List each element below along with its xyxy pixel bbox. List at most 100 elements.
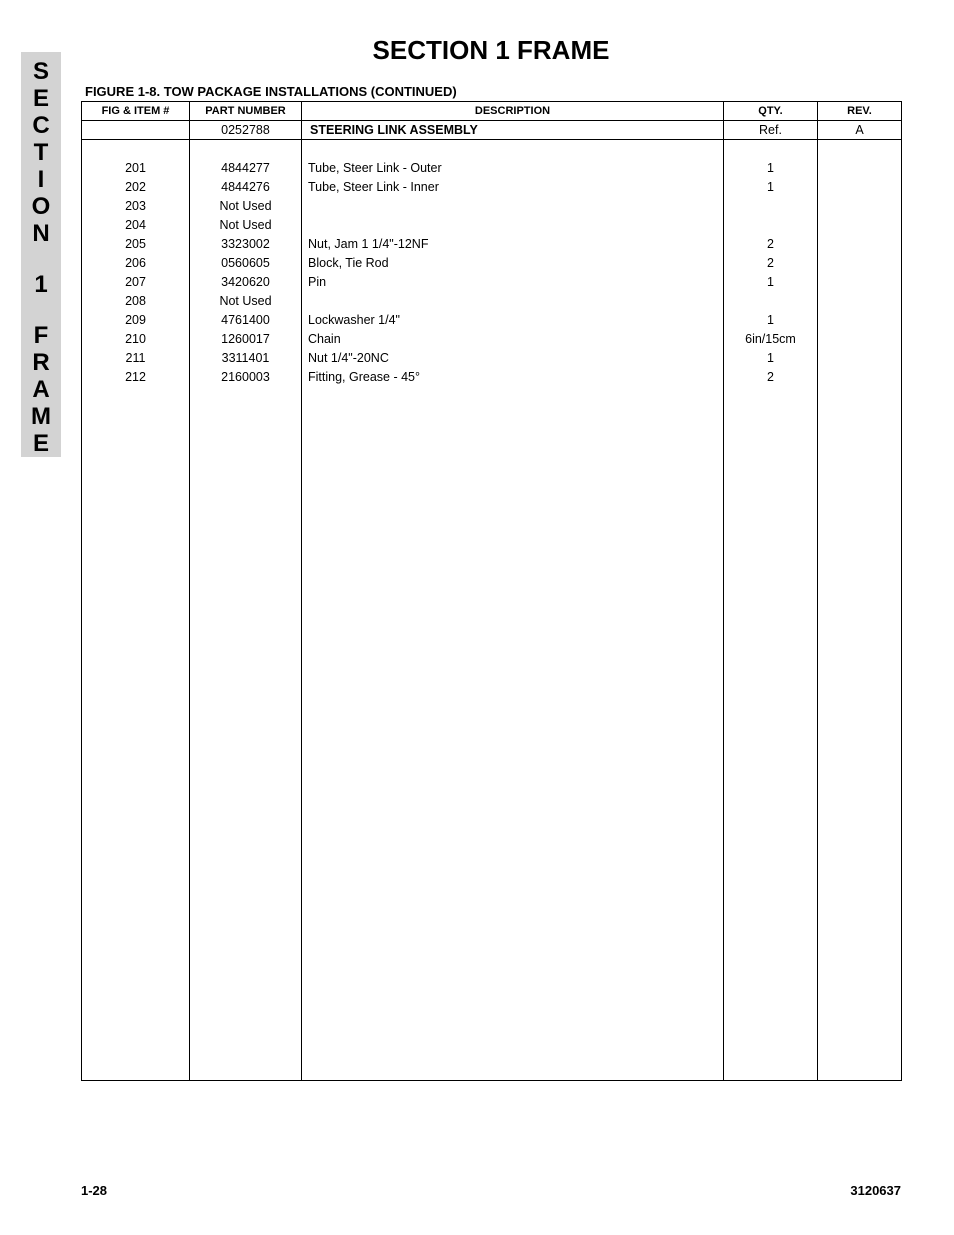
col-header-part: PART NUMBER bbox=[190, 102, 302, 121]
col-header-fig: FIG & ITEM # bbox=[82, 102, 190, 121]
table-cell: 212 bbox=[82, 368, 190, 387]
table-cell bbox=[818, 330, 902, 349]
side-tab-letter: F bbox=[34, 322, 49, 349]
table-cell bbox=[818, 368, 902, 387]
table-cell: Ref. bbox=[724, 121, 818, 140]
table-cell bbox=[302, 216, 724, 235]
table-cell: 4844276 bbox=[190, 178, 302, 197]
table-row: 203Not Used bbox=[82, 197, 902, 216]
table-cell: 6in/15cm bbox=[724, 330, 818, 349]
table-cell: Chain bbox=[302, 330, 724, 349]
table-cell: 206 bbox=[82, 254, 190, 273]
table-cell bbox=[302, 140, 724, 159]
side-tab-letter: R bbox=[32, 349, 49, 376]
table-cell bbox=[82, 140, 190, 159]
table-cell: Not Used bbox=[190, 292, 302, 311]
table-cell: 1 bbox=[724, 159, 818, 178]
table-cell: 1 bbox=[724, 349, 818, 368]
side-tab-letter: 1 bbox=[34, 271, 47, 298]
side-tab-letter: E bbox=[33, 430, 49, 457]
table-cell bbox=[818, 159, 902, 178]
table-cell bbox=[818, 292, 902, 311]
table-cell: 207 bbox=[82, 273, 190, 292]
table-cell bbox=[818, 235, 902, 254]
table-cell: 1 bbox=[724, 178, 818, 197]
table-cell: Lockwasher 1/4" bbox=[302, 311, 724, 330]
table-cell: Fitting, Grease - 45° bbox=[302, 368, 724, 387]
table-cell: 2 bbox=[724, 235, 818, 254]
col-header-desc: DESCRIPTION bbox=[302, 102, 724, 121]
table-cell bbox=[82, 121, 190, 140]
table-row: 204Not Used bbox=[82, 216, 902, 235]
table-row: 2060560605Block, Tie Rod2 bbox=[82, 254, 902, 273]
table-cell: 3420620 bbox=[190, 273, 302, 292]
table-cell bbox=[82, 387, 190, 1081]
table-cell: Nut 1/4"-20NC bbox=[302, 349, 724, 368]
table-cell bbox=[724, 216, 818, 235]
document-number: 3120637 bbox=[850, 1183, 901, 1198]
table-cell: Tube, Steer Link - Inner bbox=[302, 178, 724, 197]
section-title: SECTION 1 FRAME bbox=[81, 35, 901, 66]
table-cell bbox=[302, 197, 724, 216]
table-cell bbox=[818, 178, 902, 197]
page-number: 1-28 bbox=[81, 1183, 107, 1198]
table-cell: 211 bbox=[82, 349, 190, 368]
table-cell: 4844277 bbox=[190, 159, 302, 178]
side-tab-letter: S bbox=[33, 58, 49, 85]
side-tab-letter: N bbox=[32, 220, 49, 247]
table-row: 2122160003Fitting, Grease - 45°2 bbox=[82, 368, 902, 387]
table-cell: 201 bbox=[82, 159, 190, 178]
table-cell bbox=[818, 311, 902, 330]
table-row: 2024844276Tube, Steer Link - Inner1 bbox=[82, 178, 902, 197]
table-row bbox=[82, 387, 902, 1081]
table-cell bbox=[190, 387, 302, 1081]
side-tab-letter: I bbox=[38, 166, 45, 193]
side-tab-letter: T bbox=[34, 139, 49, 166]
table-cell bbox=[818, 197, 902, 216]
side-tab-letter: M bbox=[31, 403, 51, 430]
table-cell bbox=[818, 387, 902, 1081]
table-row: 208Not Used bbox=[82, 292, 902, 311]
section-side-tab: SECTION1FRAME bbox=[21, 52, 61, 457]
table-row: 2053323002Nut, Jam 1 1/4"-12NF2 bbox=[82, 235, 902, 254]
table-cell: Pin bbox=[302, 273, 724, 292]
table-cell: 205 bbox=[82, 235, 190, 254]
table-cell bbox=[302, 387, 724, 1081]
figure-title: FIGURE 1-8. TOW PACKAGE INSTALLATIONS (C… bbox=[85, 84, 901, 99]
table-cell: Nut, Jam 1 1/4"-12NF bbox=[302, 235, 724, 254]
table-cell: 3323002 bbox=[190, 235, 302, 254]
table-cell: 3311401 bbox=[190, 349, 302, 368]
table-cell bbox=[724, 292, 818, 311]
table-cell: 203 bbox=[82, 197, 190, 216]
side-tab-letter: E bbox=[33, 85, 49, 112]
table-cell bbox=[724, 387, 818, 1081]
table-cell: 210 bbox=[82, 330, 190, 349]
col-header-rev: REV. bbox=[818, 102, 902, 121]
table-cell bbox=[724, 140, 818, 159]
table-row bbox=[82, 140, 902, 159]
table-row: 2113311401Nut 1/4"-20NC1 bbox=[82, 349, 902, 368]
table-cell: 2 bbox=[724, 254, 818, 273]
table-cell bbox=[190, 140, 302, 159]
table-row: 2094761400Lockwasher 1/4"1 bbox=[82, 311, 902, 330]
table-cell bbox=[818, 349, 902, 368]
page-footer: 1-28 3120637 bbox=[81, 1183, 901, 1198]
table-cell: 1 bbox=[724, 273, 818, 292]
table-cell: 1 bbox=[724, 311, 818, 330]
table-cell bbox=[302, 292, 724, 311]
table-cell: STEERING LINK ASSEMBLY bbox=[302, 121, 724, 140]
table-row: 2073420620Pin1 bbox=[82, 273, 902, 292]
table-cell: 0560605 bbox=[190, 254, 302, 273]
table-cell: Not Used bbox=[190, 197, 302, 216]
page-content: SECTION 1 FRAME FIGURE 1-8. TOW PACKAGE … bbox=[81, 35, 901, 1081]
side-tab-letter: O bbox=[32, 193, 51, 220]
table-cell: 2160003 bbox=[190, 368, 302, 387]
table-cell: Block, Tie Rod bbox=[302, 254, 724, 273]
table-cell: 202 bbox=[82, 178, 190, 197]
table-row: 2014844277Tube, Steer Link - Outer1 bbox=[82, 159, 902, 178]
table-cell: Not Used bbox=[190, 216, 302, 235]
table-cell bbox=[818, 140, 902, 159]
table-cell: A bbox=[818, 121, 902, 140]
table-cell: 204 bbox=[82, 216, 190, 235]
table-cell: 208 bbox=[82, 292, 190, 311]
